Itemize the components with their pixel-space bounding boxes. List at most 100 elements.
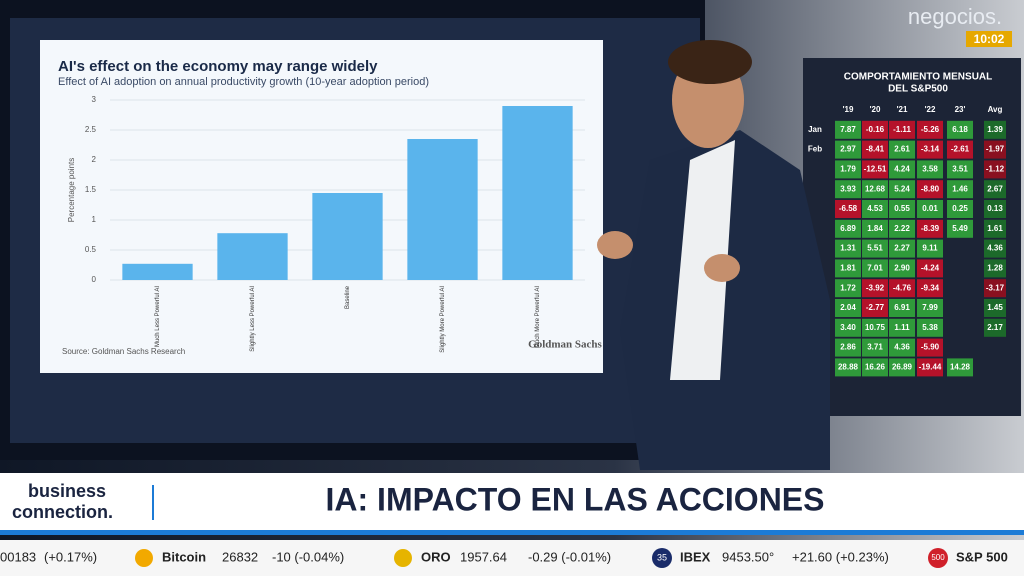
heatmap-value: 3.51 [952, 165, 968, 174]
heatmap-cell [862, 259, 888, 278]
heatmap-value: -2.77 [866, 303, 885, 312]
heatmap-cell [835, 259, 861, 278]
heatmap-cell [889, 338, 915, 357]
heatmap-value: 7.01 [867, 264, 883, 273]
ticker-name: ORO [421, 549, 451, 564]
bar [502, 106, 573, 280]
heatmap-value: 7.87 [840, 125, 856, 134]
source-logo: Goldman Sachs [528, 339, 602, 351]
heatmap-value: -8.39 [921, 224, 940, 233]
heatmap-value: 0.01 [922, 204, 938, 213]
heatmap-cell [984, 299, 1006, 317]
heatmap-value: 1.28 [987, 264, 1003, 273]
heatmap-cell [917, 140, 943, 159]
heatmap-cell [917, 160, 943, 179]
clock-badge [966, 31, 1012, 47]
heatmap-cell [862, 299, 888, 317]
heatmap-cell [947, 219, 973, 238]
chart-source: Source: Goldman Sachs Research [62, 347, 185, 356]
heatmap-cell [835, 140, 861, 159]
heatmap-value: 3.93 [840, 184, 856, 193]
heatmap-cell [917, 259, 943, 278]
row-label: Feb [808, 145, 822, 154]
ticker-value: 26832 [222, 549, 258, 564]
heatmap-value: 5.49 [952, 224, 968, 233]
heatmap-cell [862, 120, 888, 139]
y-tick-label: 1 [92, 215, 97, 224]
heatmap-cell [984, 120, 1006, 139]
heatmap-value: -8.41 [866, 145, 885, 154]
heatmap-value: 3.58 [922, 165, 938, 174]
heatmap-cell [862, 160, 888, 179]
heatmap-value: 7.99 [922, 303, 938, 312]
heatmap-value: 1.61 [987, 224, 1003, 233]
heatmap-cell [862, 279, 888, 298]
y-tick-label: 3 [92, 95, 97, 104]
heatmap-value: -5.90 [921, 343, 940, 352]
heatmap-value: 2.22 [894, 224, 910, 233]
heatmap-value: 3.40 [840, 323, 856, 332]
ticker-bar [0, 540, 1024, 576]
heatmap-value: 4.24 [894, 165, 910, 174]
x-tick-label: Slightly More Powerful AI [440, 286, 446, 353]
heatmap-cell [835, 200, 861, 218]
heatmap-value: 12.68 [865, 184, 886, 193]
heatmap-value: 1.79 [840, 165, 856, 174]
heatmap-value: 16.26 [865, 363, 886, 372]
headline: IA: IMPACTO EN LAS ACCIONES [326, 481, 825, 517]
heatmap-cell [917, 239, 943, 258]
heatmap-cell [917, 219, 943, 238]
ticker-icon [652, 548, 672, 568]
heatmap-cell [862, 318, 888, 337]
heatmap-cell [917, 338, 943, 357]
heatmap-value: -2.61 [951, 145, 970, 154]
heatmap-value: 5.51 [867, 244, 883, 253]
heatmap-value: 4.36 [987, 244, 1003, 253]
heatmap-value: -5.26 [921, 125, 940, 134]
chart-title: AI's effect on the economy may range wid… [58, 58, 378, 75]
heatmap-cell [835, 358, 861, 377]
heatmap-value: 1.72 [840, 283, 856, 292]
column-header: '19 [843, 105, 854, 114]
bar [217, 233, 288, 280]
row-label: Jan [808, 125, 822, 134]
heatmap-cell [835, 180, 861, 199]
x-tick-label: Much Less Powerful AI [155, 286, 161, 347]
heatmap-cell [917, 279, 943, 298]
heatmap-cell [835, 239, 861, 258]
heatmap-cell [889, 358, 915, 377]
x-tick-label: Baseline [345, 285, 351, 309]
ticker-icon [928, 548, 948, 568]
heatmap-value: 2.04 [840, 303, 856, 312]
heatmap-cell [984, 259, 1006, 278]
heatmap-cell [862, 180, 888, 199]
heatmap-value: 1.84 [867, 224, 883, 233]
heatmap-value: 5.24 [894, 184, 910, 193]
heatmap-cell [889, 200, 915, 218]
heatmap-cell [917, 358, 943, 377]
heatmap-cell [889, 140, 915, 159]
heatmap-cell [889, 120, 915, 139]
heatmap-cell [947, 120, 973, 139]
heatmap-cell [889, 259, 915, 278]
heatmap-cell [835, 318, 861, 337]
heatmap-cell [984, 200, 1006, 218]
heatmap-cell [984, 140, 1006, 159]
heatmap-cell [889, 279, 915, 298]
ticker-name: IBEX [680, 549, 711, 564]
heatmap-value: 26.89 [892, 363, 913, 372]
heatmap-value: 14.28 [950, 363, 971, 372]
heatmap-value: 2.97 [840, 145, 856, 154]
heatmap-cell [917, 299, 943, 317]
heatmap-value: -4.76 [893, 283, 912, 292]
presenter-hair [668, 40, 752, 84]
heatmap-cell [984, 318, 1006, 337]
heatmap-value: 6.91 [894, 303, 910, 312]
bar [407, 139, 478, 280]
y-tick-label: 1.5 [85, 185, 97, 194]
ticker-change: +21.60 (+0.23%) [792, 549, 889, 564]
heatmap-value: 2.67 [987, 184, 1003, 193]
heatmap-cell [889, 318, 915, 337]
heatmap-value: 2.17 [987, 323, 1003, 332]
heatmap-cell [889, 180, 915, 199]
